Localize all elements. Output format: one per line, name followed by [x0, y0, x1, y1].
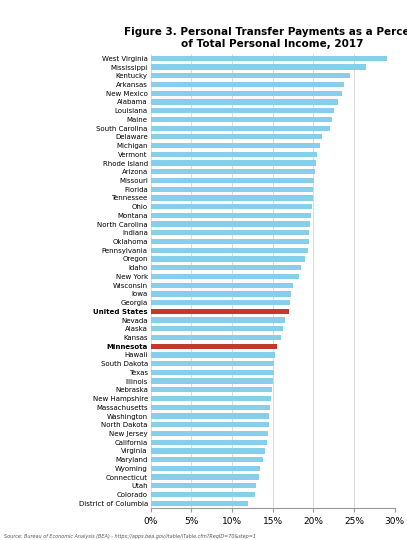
Bar [151, 213, 311, 218]
Bar [151, 274, 299, 279]
Bar [151, 73, 350, 78]
Bar [151, 282, 293, 288]
Bar [151, 248, 308, 253]
Bar [151, 134, 322, 139]
Bar [151, 300, 290, 305]
Bar [151, 56, 387, 61]
Text: Source: Bureau of Economic Analysis (BEA) - https://apps.bea.gov/itable/iTable.c: Source: Bureau of Economic Analysis (BEA… [4, 535, 256, 539]
Bar [151, 239, 309, 244]
Title: Figure 3. Personal Transfer Payments as a Percent
of Total Personal Income, 2017: Figure 3. Personal Transfer Payments as … [124, 28, 407, 49]
Bar [151, 108, 334, 113]
Bar [151, 483, 256, 488]
Bar [151, 457, 263, 462]
Bar [151, 326, 283, 332]
Bar [151, 448, 265, 454]
Bar [151, 352, 275, 357]
Bar [151, 465, 260, 471]
Bar [151, 309, 289, 314]
Bar [151, 318, 285, 323]
Bar [151, 265, 301, 271]
Bar [151, 501, 248, 506]
Bar [151, 343, 277, 349]
Bar [151, 82, 344, 87]
Bar [151, 379, 273, 384]
Bar [151, 195, 313, 200]
Bar [151, 387, 272, 393]
Bar [151, 178, 314, 183]
Bar [151, 361, 274, 366]
Bar [151, 370, 274, 375]
Bar [151, 99, 338, 105]
Bar [151, 204, 312, 210]
Bar [151, 152, 317, 157]
Bar [151, 143, 320, 148]
Bar [151, 256, 305, 261]
Bar [151, 125, 330, 131]
Bar [151, 440, 267, 445]
Bar [151, 291, 291, 296]
Bar [151, 492, 255, 497]
Bar [151, 475, 259, 480]
Bar [151, 414, 269, 418]
Bar [151, 396, 271, 401]
Bar [151, 169, 315, 174]
Bar [151, 64, 366, 70]
Bar [151, 335, 281, 340]
Bar [151, 422, 269, 427]
Bar [151, 431, 268, 436]
Bar [151, 91, 342, 96]
Bar [151, 187, 313, 192]
Bar [151, 404, 270, 410]
Bar [151, 221, 310, 227]
Bar [151, 160, 316, 166]
Bar [151, 117, 332, 122]
Bar [151, 230, 309, 235]
